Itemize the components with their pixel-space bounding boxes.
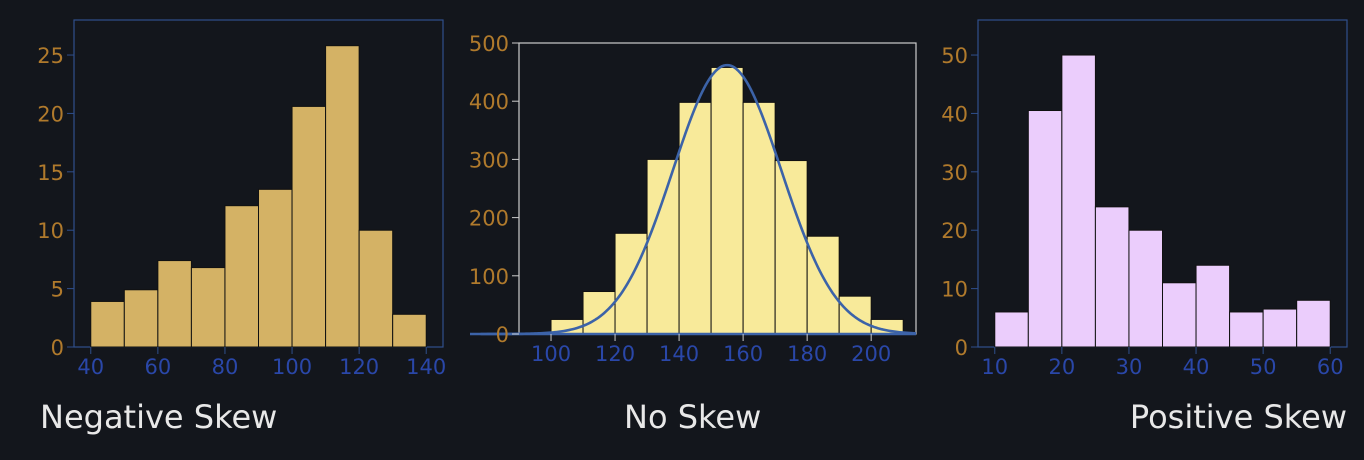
normal-curve: [480, 63, 917, 336]
x-tick-label: 100: [531, 342, 571, 366]
y-tick-label: 20: [941, 219, 968, 243]
x-tick-label: 60: [1317, 355, 1344, 379]
histogram-bar: [1128, 229, 1164, 348]
y-tick-label: 0: [955, 336, 968, 360]
x-tick-label: 30: [1116, 355, 1143, 379]
histogram-bar: [994, 311, 1029, 348]
y-tick-label: 10: [37, 219, 64, 243]
histogram-bar: [1195, 264, 1231, 348]
x-tick-label: 160: [723, 342, 763, 366]
histogram-bar: [1027, 110, 1063, 348]
y-tick-label: 300: [469, 148, 509, 172]
x-tick-label: 40: [77, 355, 104, 379]
chart-title-no-skew: No Skew: [624, 398, 762, 436]
histogram-bar: [1094, 206, 1130, 348]
histogram-bar: [190, 267, 226, 348]
y-tick-label: 100: [469, 265, 509, 289]
histogram-bar: [291, 105, 327, 348]
histogram-bar: [224, 205, 259, 348]
histogram-bar: [646, 158, 680, 335]
x-tick-label: 200: [851, 342, 891, 366]
x-tick-label: 40: [1183, 355, 1210, 379]
x-tick-label: 60: [144, 355, 171, 379]
histogram-bar: [1262, 308, 1298, 348]
x-tick-label: 120: [595, 342, 635, 366]
histogram-bar: [614, 232, 648, 335]
chart-positive-skew: 0 10 20 30 40 50 10 20 30 40 50 60: [941, 19, 1348, 379]
chart-title-negative-skew: Negative Skew: [40, 398, 278, 436]
histogram-bar: [123, 289, 159, 348]
y-tick-label: 200: [469, 207, 509, 231]
histogram-bar: [258, 188, 293, 348]
histogram-bar: [1061, 54, 1096, 348]
histogram-bar: [1229, 311, 1264, 348]
histogram-bar: [90, 300, 125, 348]
y-tick-label: 500: [469, 32, 509, 56]
y-tick-label: 15: [37, 161, 64, 185]
x-tick-label: 50: [1250, 355, 1277, 379]
x-tick-label: 10: [981, 355, 1008, 379]
histogram-bar: [1296, 299, 1331, 348]
chart-negative-skew: 0 5 10 15 20 25 40 60 80 100 120 140: [37, 19, 446, 379]
chart-title-positive-skew: Positive Skew: [1129, 398, 1347, 436]
histogram-bar: [392, 313, 427, 348]
x-tick-label: 80: [212, 355, 239, 379]
y-tick-label: 25: [37, 44, 64, 68]
y-tick-label: 50: [941, 44, 968, 68]
histogram-bar: [1162, 282, 1197, 348]
x-tick-label: 180: [787, 342, 827, 366]
histogram-bar: [358, 229, 394, 348]
x-tick-label: 20: [1048, 355, 1075, 379]
y-tick-label: 30: [941, 161, 968, 185]
y-tick-label: 5: [51, 278, 64, 302]
histogram-bar: [582, 291, 616, 335]
y-tick-label: 10: [941, 278, 968, 302]
histogram-bar: [806, 235, 840, 335]
histogram-bar: [774, 160, 808, 335]
histogram-bar: [325, 45, 360, 348]
y-tick-label: 400: [469, 90, 509, 114]
x-tick-label: 140: [406, 355, 446, 379]
y-tick-label: 0: [51, 336, 64, 360]
histogram-bar: [710, 66, 744, 335]
x-tick-label: 140: [659, 342, 699, 366]
y-tick-label: 0: [496, 323, 509, 347]
x-tick-label: 120: [339, 355, 379, 379]
y-tick-label: 40: [941, 102, 968, 126]
histogram-bar: [157, 260, 192, 348]
x-tick-label: 100: [272, 355, 312, 379]
histogram-bar: [838, 295, 872, 335]
y-tick-label: 20: [37, 102, 64, 126]
chart-no-skew: 0 100 200 300 400 500 100 120 140 160 180 200: [469, 32, 917, 366]
